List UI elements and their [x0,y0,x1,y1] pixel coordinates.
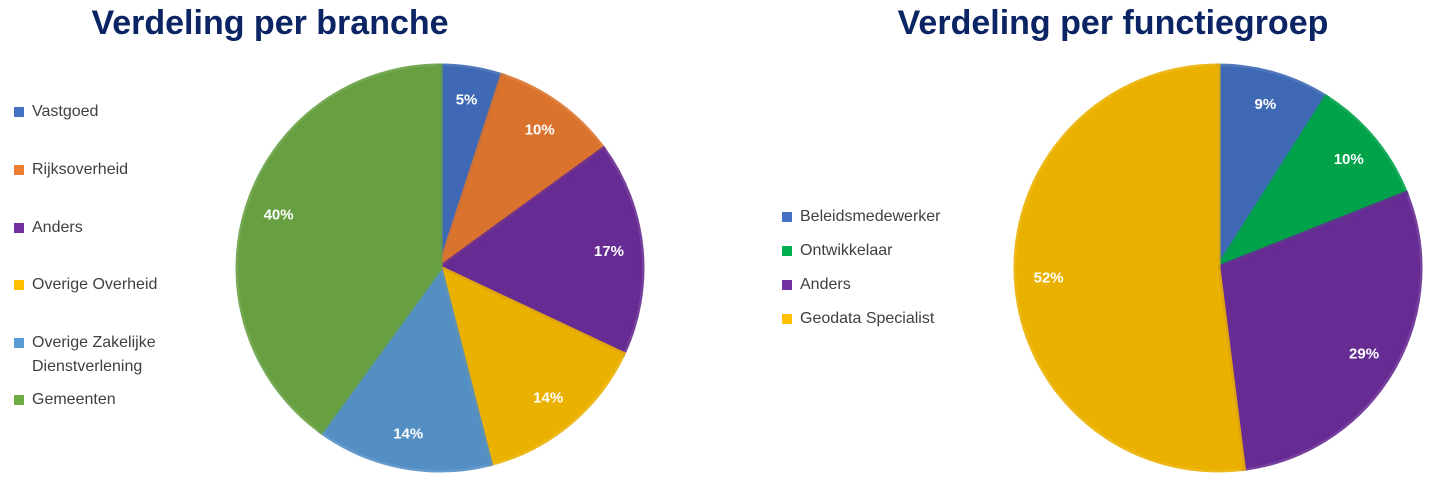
data-label: 10% [525,122,555,139]
legend-item: Vastgoed [14,100,184,124]
data-label: 52% [1034,270,1064,287]
legend-swatch [14,107,24,117]
legend-swatch [14,223,24,233]
legend-item: Geodata Specialist [782,307,952,331]
data-label: 29% [1349,345,1379,362]
legend-swatch [14,165,24,175]
pie-slice [1215,190,1423,472]
data-label: 40% [264,207,294,224]
data-label: 5% [456,91,478,108]
data-label: 14% [533,390,563,407]
data-label: 9% [1254,96,1276,113]
legend-swatch [782,246,792,256]
legend-swatch [782,314,792,324]
legend-label: Rijksoverheid [32,161,129,178]
data-label: 17% [594,243,624,260]
legend-item: Anders [14,216,184,240]
legend-swatch [14,338,24,348]
legend-label: Geodata Specialist [800,310,935,327]
legend-swatch [14,280,24,290]
legend-item: Overige Overheid [14,273,184,297]
pie-slice [436,263,627,467]
legend-swatch [14,395,24,405]
legend-label: Anders [800,276,851,293]
legend-label: Beleidsmedewerker [800,208,941,225]
legend-item: Gemeenten [14,388,184,412]
legend-label: Ontwikkelaar [800,242,893,259]
legend-item: Anders [782,273,952,297]
legend-label: Gemeenten [32,391,116,408]
legend-label: Anders [32,219,83,236]
data-label: 10% [1334,151,1364,168]
pie-slice [1211,93,1410,274]
data-label: 14% [393,426,423,443]
pie-slice [1013,63,1247,473]
legend-item: Beleidsmedewerker [782,205,952,229]
pie-slice [317,262,494,473]
legend-swatch [782,280,792,290]
chart-title: Verdeling per functiegroep [898,4,1329,42]
pie-slice [435,72,607,275]
pie-slice [435,145,645,358]
legend-label: Vastgoed [32,103,99,120]
chart-title: Verdeling per branche [91,4,448,42]
legend-item: Ontwikkelaar [782,239,952,263]
pie-slice [235,63,443,435]
pie-slice [1215,63,1330,277]
legend-label: Overige Zakelijke Dienstverlening [32,334,156,375]
legend-item: Overige Zakelijke Dienstverlening [14,331,184,379]
legend-label: Overige Overheid [32,276,158,293]
legend-item: Rijksoverheid [14,158,184,182]
legend-swatch [782,212,792,222]
